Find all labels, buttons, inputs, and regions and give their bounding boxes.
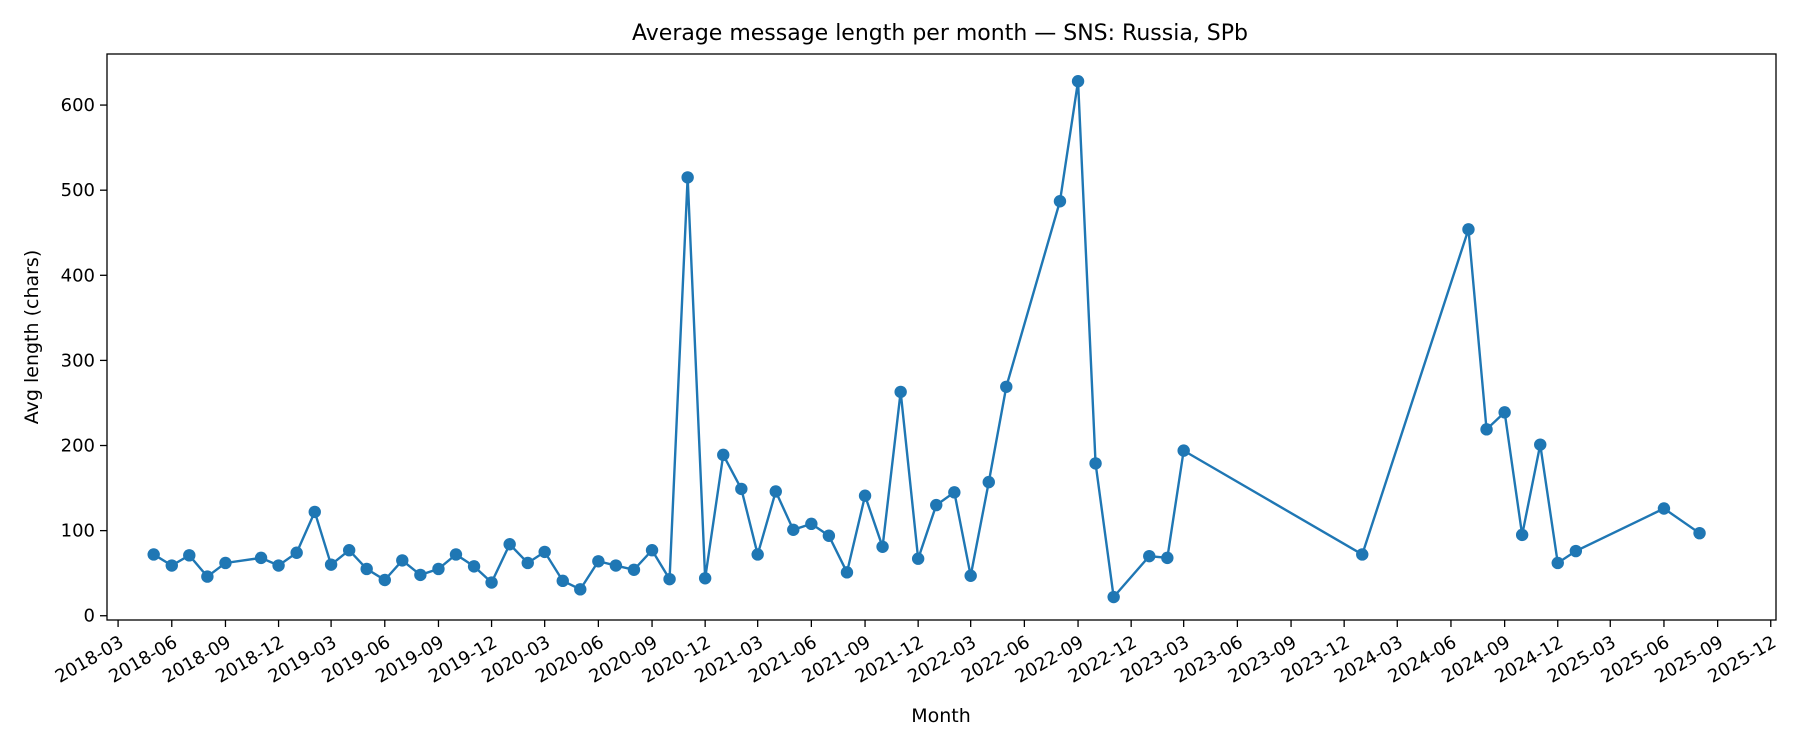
data-point	[1143, 549, 1156, 563]
data-point	[1534, 438, 1547, 451]
series-layer	[147, 75, 1706, 604]
data-point	[769, 485, 782, 498]
data-point	[290, 546, 303, 559]
plot-frame	[106, 53, 1777, 621]
data-point	[165, 559, 178, 572]
data-point	[414, 568, 427, 582]
data-point	[342, 544, 356, 557]
data-point	[717, 448, 730, 462]
data-point	[840, 566, 854, 579]
data-point	[1107, 590, 1120, 604]
y-tick-label: 300	[61, 350, 95, 371]
data-point	[894, 385, 907, 399]
y-tick-label: 500	[61, 180, 95, 201]
data-point	[592, 555, 605, 568]
y-tick-label: 200	[61, 436, 95, 457]
data-point	[556, 574, 569, 588]
data-point	[681, 171, 694, 184]
y-axis-label: Avg length (chars)	[21, 250, 43, 425]
data-point	[1569, 544, 1583, 558]
data-point	[964, 569, 977, 582]
data-point	[805, 517, 818, 531]
data-point	[254, 551, 268, 565]
data-point	[1089, 457, 1102, 470]
data-point	[627, 563, 641, 576]
data-point	[324, 558, 338, 571]
data-point	[911, 552, 925, 565]
data-point	[1053, 195, 1067, 208]
data-point	[698, 572, 712, 585]
data-point	[1498, 406, 1511, 419]
y-axis: 0 100 200 300 400 500 600	[61, 95, 107, 627]
data-point	[876, 540, 889, 554]
data-point	[432, 562, 445, 576]
data-point	[1161, 551, 1174, 565]
y-tick-label: 600	[61, 95, 95, 116]
data-point	[521, 556, 534, 570]
chart-title: Average message length per month — SNS: …	[632, 21, 1248, 46]
data-point	[360, 562, 373, 576]
data-point	[1693, 526, 1706, 540]
data-point	[449, 548, 463, 561]
data-point	[948, 486, 961, 499]
data-point	[751, 548, 764, 561]
data-point	[1657, 502, 1671, 515]
data-point	[1462, 223, 1475, 236]
data-point	[822, 529, 836, 542]
data-point	[735, 482, 748, 496]
data-point	[787, 523, 800, 536]
data-point	[485, 576, 498, 589]
data-point	[396, 554, 409, 567]
data-point	[147, 548, 160, 561]
data-point	[858, 489, 872, 502]
data-point	[183, 549, 196, 562]
data-point	[1071, 75, 1085, 88]
y-tick-label: 400	[61, 265, 95, 286]
data-point	[930, 498, 943, 512]
data-point	[1515, 528, 1529, 542]
data-point	[1177, 444, 1190, 457]
y-tick-label: 100	[61, 521, 95, 542]
data-point	[609, 559, 623, 572]
data-point	[308, 505, 321, 519]
data-point	[538, 545, 551, 559]
data-point	[663, 572, 676, 586]
data-point	[1551, 556, 1564, 570]
data-point	[378, 573, 391, 587]
data-point	[645, 544, 659, 557]
data-point	[219, 556, 232, 570]
data-point	[467, 560, 481, 573]
data-point	[272, 559, 285, 572]
data-point	[574, 583, 587, 596]
data-point	[201, 570, 214, 583]
x-axis: 2018-032018-062018-092018-122019-032019-…	[52, 620, 1780, 688]
x-axis-label: Month	[911, 705, 971, 727]
data-point	[503, 538, 516, 551]
data-point	[1480, 423, 1493, 436]
series-line	[153, 81, 1701, 600]
data-point	[1356, 548, 1369, 561]
data-point	[1000, 380, 1013, 393]
y-tick-label: 0	[84, 606, 95, 627]
data-point	[982, 475, 995, 489]
